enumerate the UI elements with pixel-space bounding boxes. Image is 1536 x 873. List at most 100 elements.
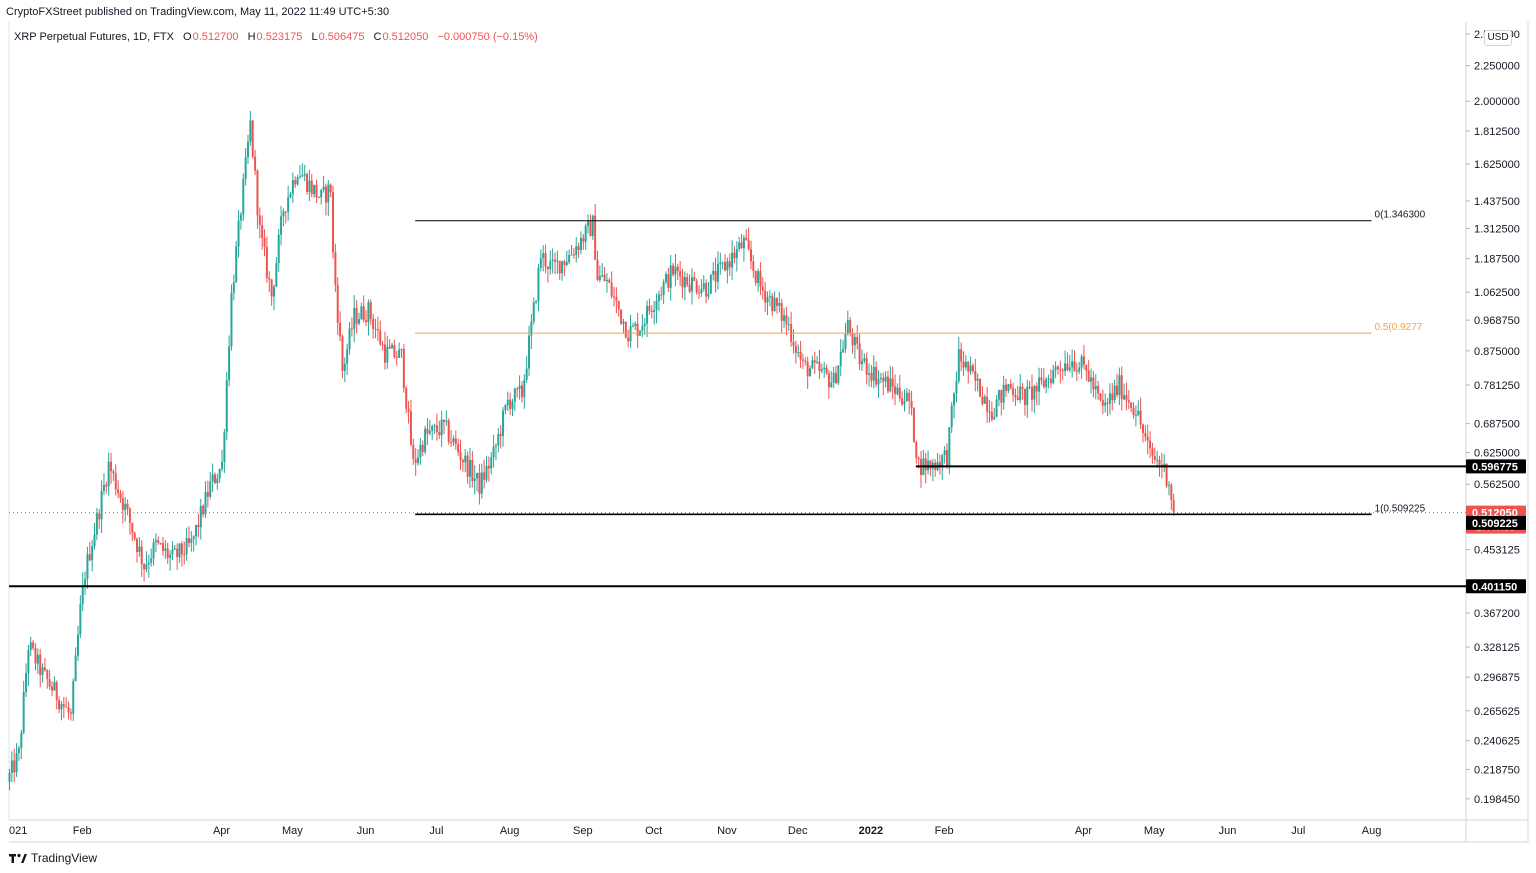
candle-body [145,564,148,570]
candle-body [964,361,967,368]
candle-body [27,649,30,674]
time-tick-label: Dec [788,825,808,837]
candle-body [1035,385,1038,392]
candle-body [91,546,94,561]
candle-body [277,234,280,264]
candle-body [159,543,162,545]
candle-body [124,503,127,510]
candle-body [1139,410,1142,425]
candle-body [780,303,783,321]
footer-brand[interactable]: TradingView [9,850,97,866]
candle-body [1097,385,1100,394]
candle-body [693,277,696,281]
candle-body [702,283,705,290]
candle-body [265,247,268,278]
candle-body [886,376,889,392]
candle-body [199,505,202,528]
candle-body [348,328,351,350]
candle-body [414,458,417,464]
candle-body [206,491,209,497]
candle-body [320,189,323,198]
price-tick-label: 1.812500 [1474,126,1520,138]
candle-body [646,305,649,324]
candle-body [76,634,79,656]
candle-body [381,344,384,346]
candle-body [1049,378,1052,384]
candle-body [535,301,538,303]
candle-body [553,259,556,262]
candle-body [282,211,285,217]
candle-body [431,426,434,431]
candle-body [10,760,13,773]
candle-body [121,498,124,510]
candle-body [582,237,585,242]
candle-body [421,444,424,452]
time-tick-label: Aug [1362,825,1382,837]
price-tick-label: 0.265625 [1474,706,1520,718]
candle-body [669,265,672,288]
candle-body [8,772,11,782]
candle-body [173,548,176,550]
candle-body [426,428,429,434]
candle-body [192,536,195,540]
candle-body [726,261,729,271]
candle-body [813,360,816,363]
candle-body [86,554,89,580]
candle-body [1007,384,1010,391]
candle-body [764,290,767,303]
candle-body [1118,375,1121,395]
candle-body [594,215,597,260]
candle-body [303,174,306,176]
candle-body [261,224,264,239]
candle-body [110,461,113,472]
candle-body [511,401,514,409]
candle-body [69,712,72,714]
high-value: 0.523175 [256,31,303,43]
candle-body [979,378,982,397]
candle-body [324,186,327,203]
level-price-tag: 0.596775 [1466,459,1526,474]
candle-body [211,474,214,482]
candle-body [870,373,873,381]
candle-body [627,337,630,342]
candle-body [494,445,497,447]
candle-body [1104,402,1107,406]
candle-body [1019,386,1022,401]
candle-body [450,442,453,444]
candle-body [402,348,405,388]
candle-body [332,192,335,253]
candle-body [128,508,131,523]
candle-body [254,156,257,171]
candle-body [891,378,894,387]
price-tick-label: 0.453125 [1474,545,1520,557]
candle-body [650,310,653,313]
candle-body [461,460,464,463]
candle-body [485,465,488,480]
candle-body [981,396,984,404]
candle-body [417,457,420,464]
candle-body [997,390,1000,400]
candle-body [185,538,188,555]
symbol-title[interactable]: XRP Perpetual Futures, 1D, FTX [14,31,174,43]
candle-body [799,351,802,360]
candle-body [806,361,809,377]
currency-button[interactable]: USD [1484,30,1512,46]
candle-body [624,321,627,338]
candle-body [617,301,620,310]
open-label: O [183,31,192,43]
candle-body [497,434,500,446]
candle-body [473,478,476,482]
time-axis-labels: 021 Feb Apr May Jun Jul Aug Sep Oct Nov Dec 2022 Feb… [9,825,1381,837]
fib-level-label: 0(1.346300 [1375,210,1426,221]
candle-body [986,396,989,412]
candle-body [872,366,875,381]
candle-body [1137,410,1140,415]
candle-body [161,543,164,551]
candle-body [842,349,845,352]
price-tick-label: 2.250000 [1474,61,1520,73]
candle-body [853,336,856,346]
candle-body [471,460,474,482]
candle-body [565,262,568,265]
candle-body [901,398,904,405]
